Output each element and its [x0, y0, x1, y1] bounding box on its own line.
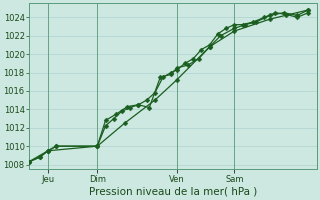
X-axis label: Pression niveau de la mer( hPa ): Pression niveau de la mer( hPa ) — [89, 187, 257, 197]
